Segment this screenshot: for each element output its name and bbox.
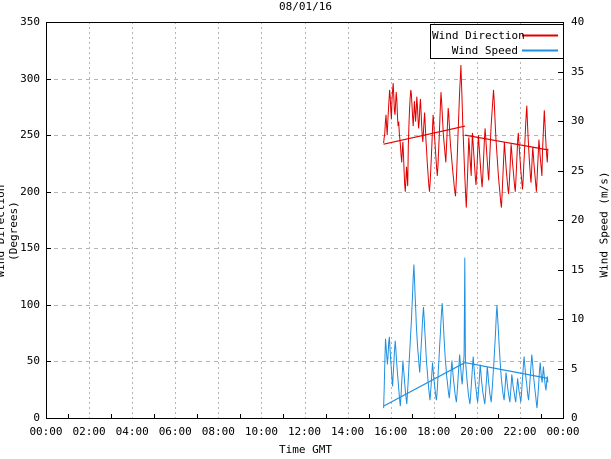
y-tick-label-right: 20	[571, 213, 585, 226]
y-tick-label-right: 5	[571, 361, 578, 375]
y-tick-label-left: 150	[20, 241, 40, 255]
x-tick-label: 00:00	[546, 425, 580, 438]
y-tick-label-right: 25	[571, 163, 585, 177]
plot-frame	[46, 22, 564, 419]
x-tick-label: 08:00	[201, 425, 235, 438]
x-tick-label: 12:00	[287, 425, 322, 438]
x-tick-label: 22:00	[503, 425, 537, 438]
chart-title: 08/01/16	[279, 0, 332, 13]
y-tick-label-right: 10	[571, 312, 585, 325]
x-tick-label: 18:00	[417, 425, 451, 438]
legend-label-wind-speed: Wind Speed	[451, 43, 518, 57]
x-tick-label: 10:00	[244, 425, 278, 438]
y-tick-label-right: 35	[571, 64, 585, 78]
y-tick-label-left: 0	[33, 411, 40, 424]
x-tick-label: 02:00	[72, 425, 106, 438]
x-axis-label: Time GMT	[279, 443, 332, 456]
y-tick-label-right: 0	[571, 411, 578, 424]
series-wind-speed	[383, 257, 549, 409]
x-tick-label: 20:00	[460, 425, 494, 438]
x-tick-label: 14:00	[331, 425, 365, 438]
x-tick-label: 04:00	[115, 425, 149, 438]
y-axis-label-left: Wind Direction (Degrees)	[0, 184, 20, 278]
x-tick-label: 16:00	[374, 425, 408, 438]
y-tick-label-right: 30	[571, 114, 585, 127]
y-tick-label-left: 200	[20, 184, 40, 198]
x-tick-label: 00:00	[29, 425, 63, 438]
y-tick-label-right: 15	[571, 262, 585, 276]
y-axis-label-right: Wind Speed (m/s)	[597, 171, 611, 278]
y-tick-label-left: 350	[20, 15, 40, 28]
wind-speed-trend-1	[383, 362, 466, 407]
wind-direction-trend-2	[464, 134, 549, 151]
wind-speed-trend-2	[464, 361, 549, 379]
x-tick-label: 06:00	[158, 425, 192, 438]
y-tick-label-left: 100	[20, 297, 40, 311]
legend-box	[430, 24, 564, 59]
wind-direction-trend-1	[383, 125, 466, 145]
y-tick-label-left: 300	[20, 71, 40, 85]
y-tick-label-right: 40	[571, 15, 585, 28]
y-tick-label-left: 50	[26, 354, 40, 368]
y-tick-label-left: 250	[20, 128, 40, 142]
legend-label-wind-direction: Wind Direction	[432, 28, 525, 42]
series-wind-direction	[383, 64, 549, 208]
